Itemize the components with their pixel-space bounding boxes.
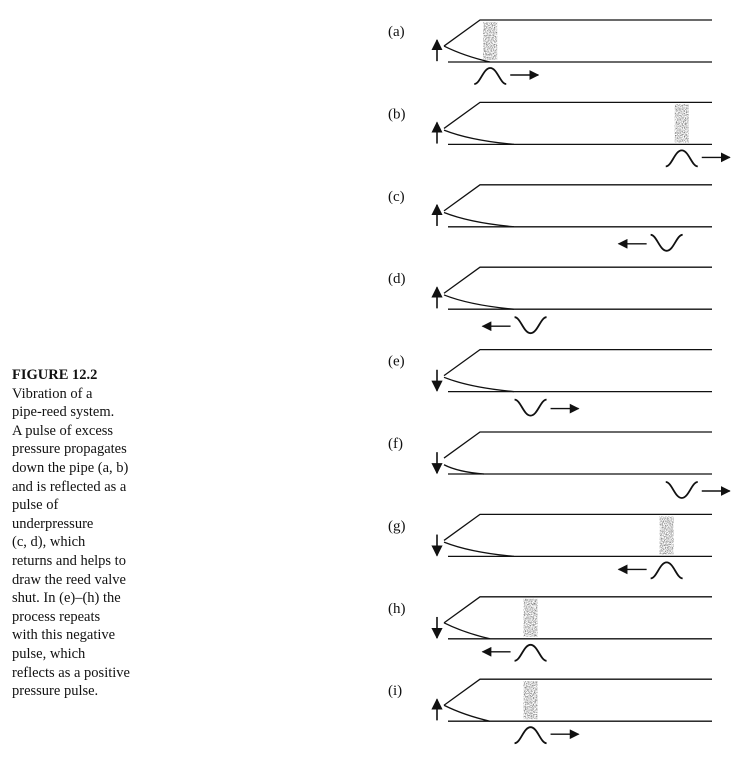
negative-pulse bbox=[514, 316, 547, 335]
caption-line: pulse of bbox=[12, 497, 59, 514]
caption-line: pulse, which bbox=[12, 645, 86, 662]
reed bbox=[443, 704, 491, 722]
pressure-region bbox=[674, 104, 689, 143]
caption-line: (c, d), which bbox=[12, 534, 86, 551]
reed bbox=[443, 376, 515, 393]
panel-b: (b) bbox=[388, 101, 731, 168]
positive-pulse bbox=[514, 726, 547, 745]
reed bbox=[443, 464, 485, 475]
panel-label: (h) bbox=[388, 601, 406, 617]
caption-line: shut. In (e)–(h) the bbox=[12, 590, 121, 607]
panel-d: (d) bbox=[388, 266, 712, 335]
figure-title: FIGURE 12.2 bbox=[12, 367, 98, 383]
caption-line: draw the reed valve bbox=[12, 571, 126, 588]
caption-line: Vibration of a bbox=[12, 385, 93, 402]
panel-label: (c) bbox=[388, 189, 405, 205]
reed bbox=[443, 294, 515, 310]
caption-line: returns and helps to bbox=[12, 552, 126, 569]
caption-line: pipe-reed system. bbox=[12, 404, 115, 421]
reed bbox=[443, 129, 515, 146]
pressure-region bbox=[523, 598, 538, 637]
figure-caption: FIGURE 12.2 Vibration of a pipe-reed sys… bbox=[12, 366, 182, 701]
positive-pulse bbox=[665, 149, 699, 168]
pipe-top-wall bbox=[443, 513, 712, 541]
positive-pulse bbox=[473, 67, 507, 85]
pipe-top-wall bbox=[443, 19, 712, 47]
pipe-top-wall bbox=[443, 596, 712, 624]
caption-line: A pulse of excess bbox=[12, 422, 114, 439]
caption-line: with this negative bbox=[12, 627, 116, 644]
pipe-top-wall bbox=[443, 431, 712, 459]
panel-e: (e) bbox=[388, 348, 712, 417]
panel-g: (g) bbox=[388, 513, 712, 580]
panel-label: (e) bbox=[388, 354, 405, 370]
pipe-top-wall bbox=[443, 101, 712, 129]
panel-f: (f) bbox=[388, 431, 731, 499]
pressure-region bbox=[659, 516, 674, 555]
panel-label: (d) bbox=[388, 271, 406, 287]
panel-label: (i) bbox=[388, 683, 402, 699]
negative-pulse bbox=[665, 481, 699, 499]
reed bbox=[443, 622, 491, 640]
panel-h: (h) bbox=[388, 596, 712, 662]
pressure-region bbox=[523, 681, 538, 720]
pipe-top-wall bbox=[443, 184, 712, 212]
panel-c: (c) bbox=[388, 184, 712, 252]
pressure-region bbox=[483, 22, 498, 60]
panel-i: (i) bbox=[388, 678, 712, 745]
caption-line: and is reflected as a bbox=[12, 478, 127, 495]
reed bbox=[443, 45, 491, 63]
pipe-top-wall bbox=[443, 678, 712, 706]
panel-label: (a) bbox=[388, 24, 405, 40]
panel-label: (f) bbox=[388, 436, 403, 452]
positive-pulse bbox=[650, 561, 683, 580]
caption-line: pressure pulse. bbox=[12, 683, 99, 700]
pipe-top-wall bbox=[443, 348, 712, 377]
panel-label: (b) bbox=[388, 106, 406, 122]
reed bbox=[443, 211, 515, 228]
positive-pulse bbox=[514, 643, 547, 662]
panel-label: (g) bbox=[388, 518, 406, 534]
caption-line: reflects as a positive bbox=[12, 664, 130, 681]
caption-line: process repeats bbox=[12, 608, 101, 625]
panel-a: (a) bbox=[388, 19, 712, 85]
caption-line: underpressure bbox=[12, 515, 94, 532]
pipe-top-wall bbox=[443, 266, 712, 294]
caption-line: down the pipe (a, b) bbox=[12, 459, 129, 476]
negative-pulse bbox=[650, 233, 683, 252]
negative-pulse bbox=[514, 398, 547, 417]
reed bbox=[443, 541, 515, 558]
caption-line: pressure propagates bbox=[12, 441, 127, 458]
